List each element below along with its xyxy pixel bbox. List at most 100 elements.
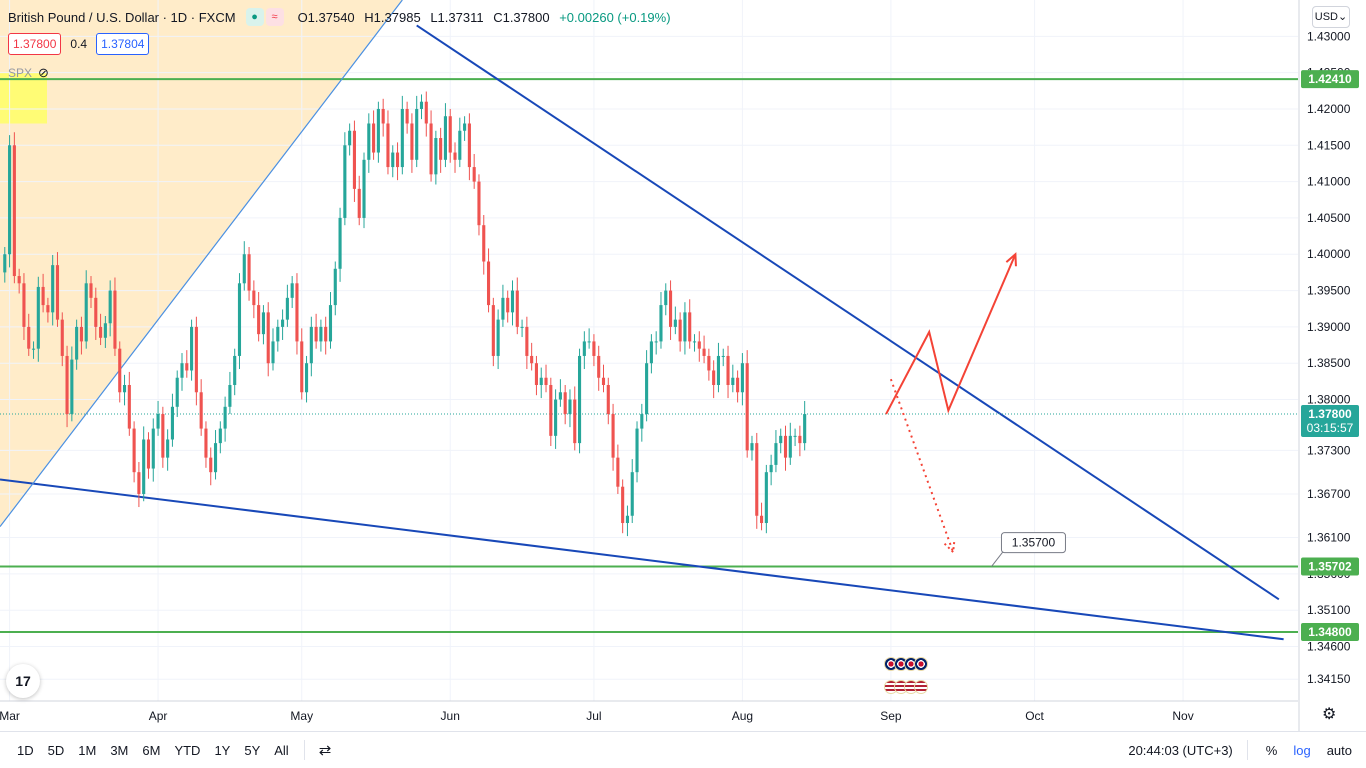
eye-off-icon[interactable]: ⊘ bbox=[38, 65, 49, 80]
candle-body[interactable] bbox=[712, 370, 716, 386]
candle-body[interactable] bbox=[89, 283, 93, 298]
candle-body[interactable] bbox=[266, 312, 270, 364]
candle-body[interactable] bbox=[156, 414, 160, 429]
percent-scale-toggle[interactable]: % bbox=[1265, 742, 1278, 758]
candle-body[interactable] bbox=[180, 363, 184, 378]
callout-box[interactable] bbox=[1000, 532, 1066, 554]
candle-body[interactable] bbox=[563, 392, 567, 415]
range-1y-button[interactable]: 1Y bbox=[214, 742, 231, 758]
candle-body[interactable] bbox=[439, 138, 443, 160]
candle-body[interactable] bbox=[568, 399, 572, 415]
candle-body[interactable] bbox=[31, 348, 36, 350]
candle-body[interactable] bbox=[549, 385, 553, 436]
candle-body[interactable] bbox=[46, 305, 50, 313]
candle-body[interactable] bbox=[410, 123, 414, 160]
log-scale-toggle[interactable]: log bbox=[1293, 742, 1311, 758]
compare-symbol[interactable]: SPX bbox=[8, 66, 33, 80]
candle-body[interactable] bbox=[769, 464, 773, 473]
candle-body[interactable] bbox=[482, 225, 486, 262]
candle-body[interactable] bbox=[697, 341, 701, 349]
candle-body[interactable] bbox=[60, 319, 64, 356]
candle-body[interactable] bbox=[285, 297, 289, 320]
candle-body[interactable] bbox=[84, 283, 88, 342]
trendline-lower-support[interactable] bbox=[0, 478, 1284, 641]
candle-body[interactable] bbox=[592, 341, 596, 356]
candle-body[interactable] bbox=[678, 319, 682, 342]
candle-body[interactable] bbox=[372, 123, 376, 153]
candle-body[interactable] bbox=[606, 385, 610, 415]
candle-body[interactable] bbox=[233, 355, 237, 386]
candle-body[interactable] bbox=[798, 435, 802, 444]
candle-body[interactable] bbox=[755, 443, 759, 516]
trendline-diagonal-up[interactable] bbox=[0, 0, 403, 528]
candle-body[interactable] bbox=[582, 341, 586, 356]
candle-body[interactable] bbox=[477, 181, 481, 226]
candle-body[interactable] bbox=[328, 305, 333, 342]
candle-body[interactable] bbox=[745, 363, 749, 451]
candle-body[interactable] bbox=[510, 290, 515, 313]
candle-body[interactable] bbox=[601, 377, 606, 386]
uk-flag-icon[interactable] bbox=[914, 657, 928, 671]
candle-body[interactable] bbox=[51, 265, 55, 313]
candle-body[interactable] bbox=[472, 167, 476, 182]
level-price-tag[interactable] bbox=[1301, 557, 1359, 576]
candle-body[interactable] bbox=[668, 290, 673, 327]
candle-body[interactable] bbox=[740, 363, 744, 393]
candle-body[interactable] bbox=[415, 108, 419, 160]
range-5y-button[interactable]: 5Y bbox=[244, 742, 261, 758]
candle-body[interactable] bbox=[108, 290, 112, 324]
candle-body[interactable] bbox=[616, 457, 620, 487]
candle-body[interactable] bbox=[395, 152, 400, 168]
candle-body[interactable] bbox=[400, 108, 404, 168]
candle-body[interactable] bbox=[793, 435, 797, 437]
candle-body[interactable] bbox=[716, 355, 721, 386]
trendline-upper-resistance[interactable] bbox=[416, 24, 1280, 601]
candle-body[interactable] bbox=[295, 283, 299, 342]
candle-body[interactable] bbox=[228, 385, 232, 407]
candle-body[interactable] bbox=[36, 286, 40, 349]
candle-body[interactable] bbox=[424, 101, 428, 124]
candle-body[interactable] bbox=[223, 406, 227, 429]
candle-body[interactable] bbox=[94, 297, 98, 327]
candle-body[interactable] bbox=[750, 443, 754, 451]
candle-body[interactable] bbox=[726, 355, 730, 386]
candle-body[interactable] bbox=[405, 108, 409, 124]
candle-body[interactable] bbox=[362, 159, 366, 218]
candle-body[interactable] bbox=[213, 443, 218, 473]
candle-body[interactable] bbox=[736, 377, 740, 393]
tradingview-logo[interactable]: 17 bbox=[6, 664, 40, 698]
candle-body[interactable] bbox=[707, 355, 711, 371]
candle-body[interactable] bbox=[146, 439, 151, 469]
candle-body[interactable] bbox=[443, 116, 447, 160]
buy-price-button[interactable]: 1.37804 bbox=[96, 33, 150, 55]
candle-body[interactable] bbox=[338, 217, 342, 269]
candle-body[interactable] bbox=[99, 326, 103, 338]
range-1d-button[interactable]: 1D bbox=[17, 742, 34, 758]
candle-body[interactable] bbox=[649, 341, 653, 364]
candle-body[interactable] bbox=[764, 472, 768, 524]
candle-body[interactable] bbox=[204, 428, 208, 458]
candle-body[interactable] bbox=[237, 283, 242, 356]
candle-body[interactable] bbox=[113, 290, 117, 349]
candle-body[interactable] bbox=[453, 152, 457, 160]
candle-body[interactable] bbox=[79, 326, 83, 342]
candle-body[interactable] bbox=[673, 319, 677, 327]
range-1m-button[interactable]: 1M bbox=[78, 742, 97, 758]
us-flag-icon[interactable] bbox=[914, 680, 928, 694]
candle-body[interactable] bbox=[506, 297, 510, 313]
candle-body[interactable] bbox=[132, 428, 136, 473]
candle-body[interactable] bbox=[573, 399, 577, 444]
candle-body[interactable] bbox=[41, 286, 45, 306]
candle-body[interactable] bbox=[664, 290, 668, 306]
symbol-title[interactable]: British Pound / U.S. Dollar · 1D · FXCM bbox=[8, 9, 236, 25]
candle-body[interactable] bbox=[261, 312, 265, 335]
candle-body[interactable] bbox=[463, 123, 467, 131]
candle-body[interactable] bbox=[199, 392, 203, 429]
candle-body[interactable] bbox=[127, 385, 131, 429]
candle-body[interactable] bbox=[597, 355, 601, 378]
candle-body[interactable] bbox=[3, 254, 7, 273]
candle-body[interactable] bbox=[554, 399, 558, 436]
candle-body[interactable] bbox=[17, 276, 21, 284]
candle-body[interactable] bbox=[357, 188, 361, 218]
range-ytd-button[interactable]: YTD bbox=[174, 742, 201, 758]
